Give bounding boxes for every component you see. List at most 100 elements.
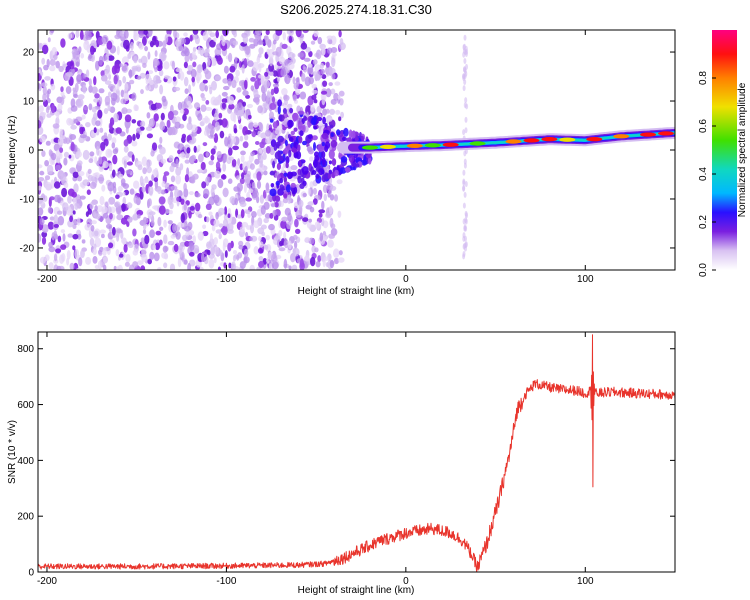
snr-x-label: Height of straight line (km) — [298, 585, 415, 596]
noise-blob — [274, 64, 279, 70]
snr-y-tick-label: 600 — [17, 400, 34, 411]
noise-blob — [113, 265, 117, 270]
noise-blob — [258, 256, 264, 262]
noise-blob — [67, 233, 74, 238]
colorbar-gradient — [712, 30, 737, 270]
noise-blob — [70, 124, 77, 130]
noise-blob — [328, 149, 335, 160]
noise-blob — [203, 68, 209, 75]
noise-blob — [197, 231, 204, 241]
noise-blob — [137, 260, 144, 266]
noise-blob — [99, 195, 105, 206]
noise-blob — [132, 228, 137, 237]
noise-blob — [150, 220, 155, 227]
noise-blob — [123, 159, 127, 169]
noise-blob — [162, 245, 168, 253]
noise-blob — [285, 184, 291, 193]
noise-blob — [205, 117, 210, 123]
noise-blob — [167, 220, 173, 225]
noise-blob — [61, 187, 68, 198]
noise-blob — [254, 158, 260, 165]
noise-blob — [316, 105, 322, 113]
noise-blob — [188, 210, 192, 219]
noise-blob — [221, 102, 226, 110]
noise-blob — [320, 68, 325, 75]
noise-blob — [109, 212, 113, 220]
noise-blob — [327, 173, 332, 179]
noise-blob — [228, 156, 235, 161]
noise-blob — [300, 42, 308, 50]
noise-blob — [223, 153, 227, 163]
noise-blob — [69, 215, 73, 223]
noise-blob — [210, 187, 215, 197]
noise-blob — [286, 215, 291, 220]
noise-blob — [101, 74, 108, 82]
noise-blob — [307, 187, 311, 196]
noise-blob — [45, 106, 50, 114]
noise-blob — [206, 249, 211, 256]
snr-panel: -200 -100 0 100 0 200 400 600 800 Height of str… — [7, 331, 676, 596]
noise-blob — [38, 119, 42, 129]
noise-blob — [463, 191, 467, 198]
noise-blob — [44, 160, 49, 167]
noise-blob — [38, 207, 44, 216]
noise-blob — [111, 169, 116, 178]
noise-blob — [325, 88, 332, 98]
noise-blob — [292, 234, 298, 240]
noise-blob — [310, 40, 316, 45]
noise-blob — [230, 261, 236, 270]
ridge-hotspot — [442, 142, 459, 147]
noise-blob — [186, 100, 192, 106]
noise-blob — [49, 216, 55, 221]
noise-blob — [38, 233, 42, 243]
noise-blob — [181, 46, 189, 54]
ridge-hotspot — [523, 138, 540, 143]
noise-blob — [74, 82, 79, 93]
noise-blob — [282, 108, 287, 114]
noise-blob — [278, 56, 286, 65]
noise-blob — [180, 213, 185, 223]
noise-blob — [170, 234, 176, 239]
noise-blob — [94, 156, 98, 164]
noise-blob — [107, 133, 112, 141]
noise-blob — [69, 262, 75, 270]
noise-blob — [117, 185, 123, 192]
noise-blob — [152, 205, 159, 210]
ridge-hotspot — [613, 134, 630, 139]
noise-blob — [233, 113, 237, 123]
noise-blob — [303, 57, 311, 62]
noise-blob — [197, 144, 201, 152]
noise-blob — [87, 208, 93, 215]
noise-blob — [157, 186, 162, 195]
noise-blob — [215, 212, 219, 220]
noise-blob — [265, 129, 271, 137]
noise-blob — [293, 82, 299, 90]
noise-blob — [272, 209, 277, 217]
noise-blob — [107, 91, 112, 98]
noise-blob — [329, 124, 334, 129]
noise-blob — [89, 151, 95, 157]
noise-blob — [142, 167, 147, 175]
noise-blob — [333, 248, 340, 258]
noise-blob — [179, 109, 185, 114]
noise-blob — [79, 195, 86, 200]
noise-blob — [299, 91, 307, 100]
noise-blob — [116, 45, 120, 56]
noise-blob — [329, 67, 336, 74]
noise-blob — [126, 161, 133, 166]
noise-blob — [49, 30, 55, 34]
noise-blob — [175, 67, 183, 73]
noise-blob — [263, 201, 270, 210]
noise-blob — [216, 150, 222, 159]
noise-blob — [272, 160, 276, 169]
noise-blob — [266, 257, 270, 264]
noise-blob — [214, 75, 222, 81]
noise-blob — [196, 64, 203, 73]
noise-blob — [302, 140, 307, 146]
noise-blob — [53, 181, 61, 189]
noise-blob — [128, 69, 133, 79]
noise-blob — [462, 169, 466, 176]
noise-blob — [305, 46, 311, 53]
noise-blob — [62, 233, 66, 242]
noise-blob — [218, 207, 225, 216]
